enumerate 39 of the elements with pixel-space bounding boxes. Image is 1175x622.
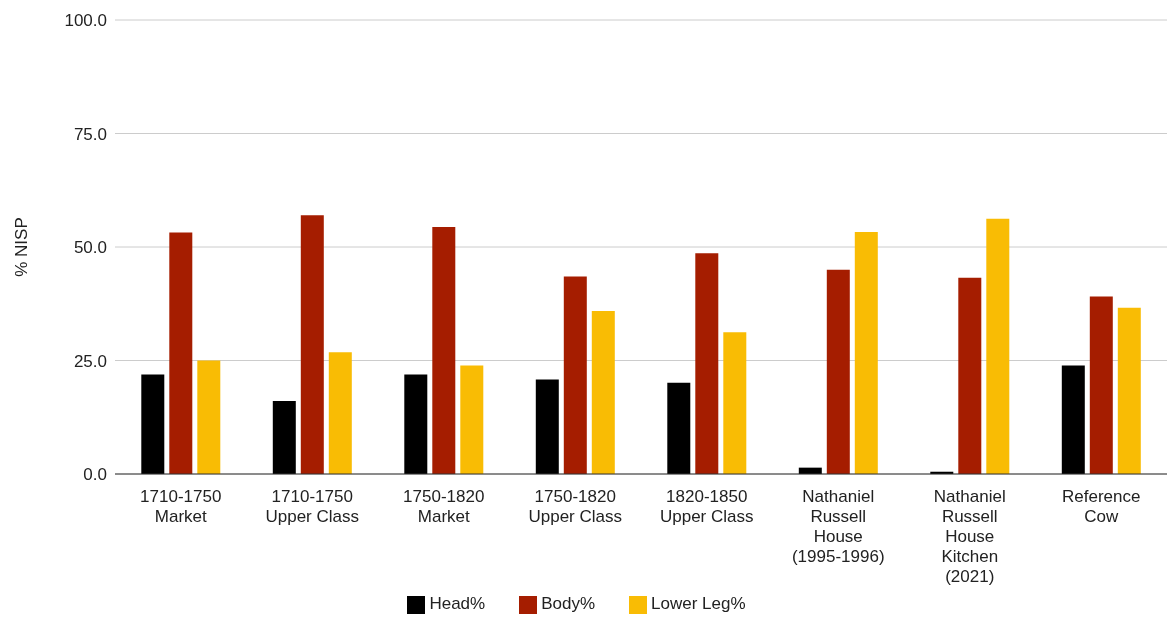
bar xyxy=(535,379,559,474)
bar xyxy=(1117,307,1141,474)
bar xyxy=(723,332,747,474)
x-tick-label: Reference Cow xyxy=(1062,487,1141,526)
bar xyxy=(404,374,428,474)
legend-label: Head% xyxy=(429,594,486,613)
x-tick-label: Nathaniel Russell House Kitchen (2021) xyxy=(933,487,1006,586)
y-axis-title: % NISP xyxy=(12,217,32,277)
y-tick-label: 50.0 xyxy=(73,238,107,258)
bar xyxy=(826,269,850,474)
bar xyxy=(591,311,615,474)
bar xyxy=(958,277,982,474)
bar xyxy=(854,232,878,474)
bar xyxy=(432,227,456,474)
bar xyxy=(272,400,296,474)
legend-label: Lower Leg% xyxy=(651,594,746,613)
bar xyxy=(460,365,484,474)
bar xyxy=(563,276,587,474)
x-tick-label: 1820-1850 Upper Class xyxy=(659,487,754,526)
bar xyxy=(1061,365,1085,474)
bar xyxy=(197,360,221,474)
legend-label: Body% xyxy=(541,594,596,613)
y-tick-label: 75.0 xyxy=(73,124,107,144)
x-tick-label: 1710-1750 Market xyxy=(140,487,222,526)
x-tick-label: Nathaniel Russell House (1995-1996) xyxy=(791,487,885,566)
x-tick-label: 1710-1750 Upper Class xyxy=(265,487,360,526)
x-tick-label: 1750-1820 Upper Class xyxy=(528,487,623,526)
bar xyxy=(1089,296,1113,474)
y-tick-label: 25.0 xyxy=(73,351,107,371)
bar xyxy=(141,374,165,474)
y-tick-label: 100.0 xyxy=(64,11,107,31)
bar xyxy=(695,253,719,474)
bar xyxy=(169,232,193,474)
bar xyxy=(300,215,324,474)
bar xyxy=(328,352,352,474)
bar xyxy=(667,382,691,474)
x-tick-label: 1750-1820 Market xyxy=(403,487,485,526)
bar xyxy=(986,218,1010,474)
y-tick-label: 0.0 xyxy=(83,465,107,485)
